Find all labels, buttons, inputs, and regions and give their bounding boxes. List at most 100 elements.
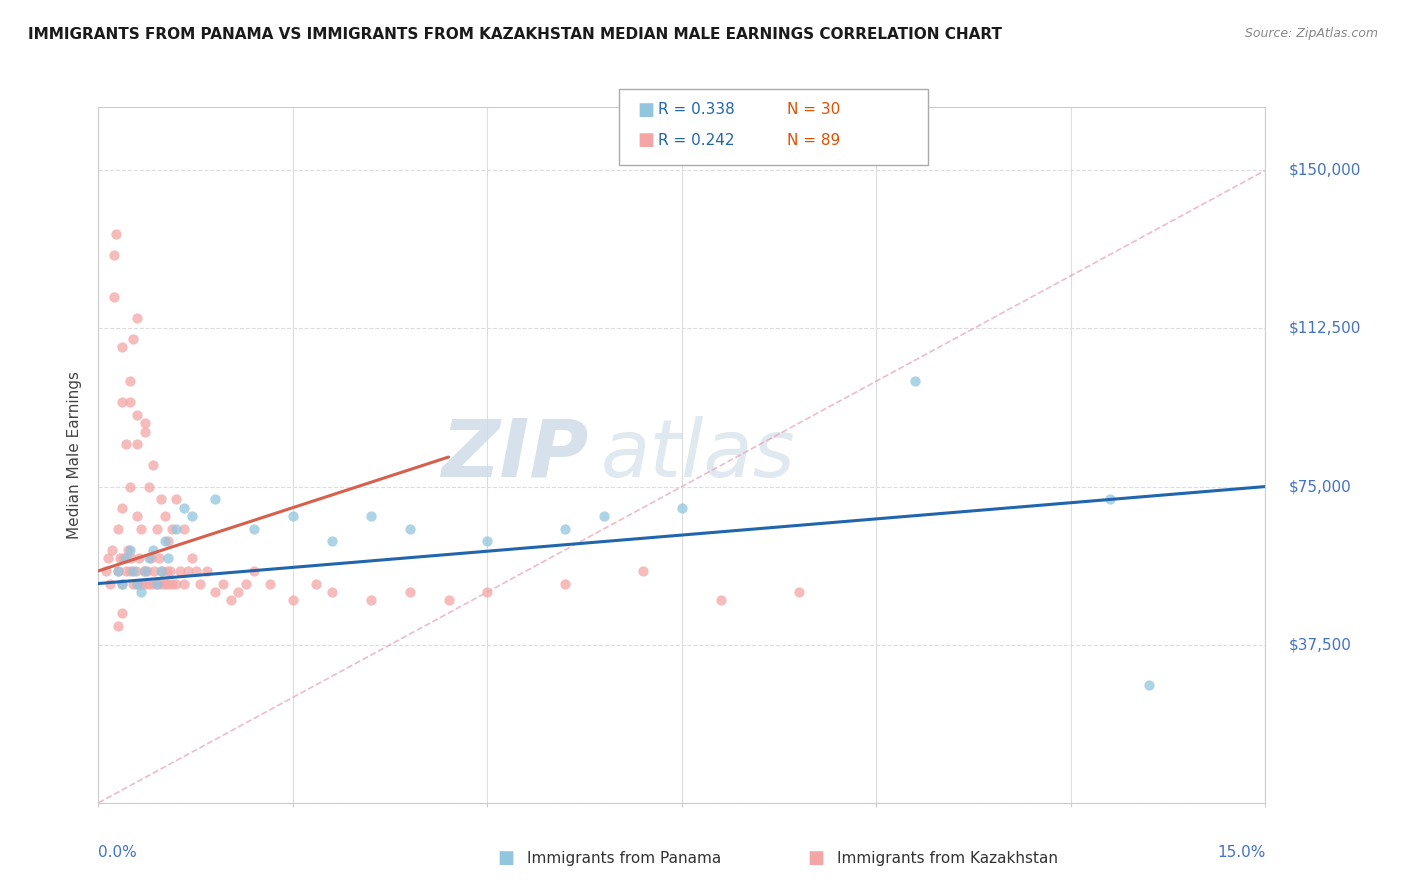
Point	[118, 564, 141, 578]
Point	[204, 492, 226, 507]
Point	[153, 534, 176, 549]
Point	[120, 551, 142, 566]
Point	[631, 564, 654, 578]
Point	[173, 522, 195, 536]
Text: ■: ■	[637, 131, 654, 149]
Y-axis label: Median Male Earnings: Median Male Earnings	[67, 371, 83, 539]
Point	[103, 247, 125, 261]
Point	[235, 576, 257, 591]
Point	[281, 509, 304, 524]
Point	[118, 542, 141, 557]
Point	[162, 576, 184, 591]
Point	[134, 576, 156, 591]
Point	[321, 585, 343, 599]
Point	[188, 576, 211, 591]
Point	[114, 437, 136, 451]
Point	[129, 585, 152, 599]
Point	[114, 564, 136, 578]
Point	[477, 534, 499, 549]
Point	[125, 564, 148, 578]
Point	[111, 576, 134, 591]
Point	[127, 408, 149, 422]
Point	[243, 564, 266, 578]
Point	[118, 395, 141, 409]
Point	[111, 340, 134, 354]
Point	[141, 551, 163, 566]
Point	[111, 395, 134, 409]
Point	[107, 522, 129, 536]
Point	[111, 606, 134, 620]
Point	[142, 542, 165, 557]
Point	[127, 576, 149, 591]
Point	[243, 522, 266, 536]
Text: Immigrants from Panama: Immigrants from Panama	[527, 851, 721, 865]
Point	[180, 551, 202, 566]
Point	[134, 564, 156, 578]
Text: IMMIGRANTS FROM PANAMA VS IMMIGRANTS FROM KAZAKHSTAN MEDIAN MALE EARNINGS CORREL: IMMIGRANTS FROM PANAMA VS IMMIGRANTS FRO…	[28, 27, 1002, 42]
Point	[146, 576, 169, 591]
Text: ZIP: ZIP	[441, 416, 589, 494]
Point	[305, 576, 328, 591]
Point	[321, 534, 343, 549]
Point	[554, 522, 576, 536]
Point	[149, 492, 172, 507]
Text: N = 30: N = 30	[787, 103, 841, 117]
Point	[128, 551, 150, 566]
Point	[122, 576, 145, 591]
Text: $37,500: $37,500	[1289, 637, 1351, 652]
Point	[1098, 492, 1121, 507]
Point	[96, 564, 118, 578]
Point	[146, 576, 169, 591]
Point	[111, 576, 134, 591]
Point	[228, 585, 250, 599]
Point	[165, 576, 187, 591]
Point	[398, 522, 420, 536]
Point	[114, 551, 136, 566]
Point	[112, 551, 135, 566]
Point	[162, 522, 184, 536]
Point	[107, 564, 129, 578]
Point	[671, 500, 693, 515]
Point	[143, 564, 166, 578]
Point	[142, 458, 165, 473]
Point	[122, 332, 145, 346]
Point	[195, 564, 218, 578]
Point	[127, 509, 149, 524]
Point	[157, 576, 180, 591]
Text: atlas: atlas	[600, 416, 794, 494]
Point	[554, 576, 576, 591]
Point	[127, 576, 149, 591]
Point	[153, 576, 176, 591]
Point	[146, 522, 169, 536]
Point	[360, 509, 382, 524]
Text: R = 0.242: R = 0.242	[658, 133, 734, 147]
Point	[184, 564, 207, 578]
Point	[135, 564, 157, 578]
Point	[173, 500, 195, 515]
Text: $112,500: $112,500	[1289, 321, 1361, 336]
Point	[138, 479, 160, 493]
Point	[127, 437, 149, 451]
Point	[360, 593, 382, 607]
Point	[118, 479, 141, 493]
Point	[134, 425, 156, 439]
Point	[104, 227, 127, 241]
Point	[107, 564, 129, 578]
Point	[111, 500, 134, 515]
Point	[281, 593, 304, 607]
Point	[787, 585, 810, 599]
Point	[122, 564, 145, 578]
Point	[117, 542, 139, 557]
Text: R = 0.338: R = 0.338	[658, 103, 735, 117]
Text: $150,000: $150,000	[1289, 163, 1361, 178]
Point	[142, 576, 165, 591]
Point	[107, 618, 129, 632]
Point	[593, 509, 616, 524]
Point	[398, 585, 420, 599]
Point	[149, 576, 172, 591]
Point	[177, 564, 200, 578]
Point	[127, 310, 149, 325]
Point	[150, 564, 173, 578]
Point	[165, 522, 187, 536]
Point	[132, 564, 155, 578]
